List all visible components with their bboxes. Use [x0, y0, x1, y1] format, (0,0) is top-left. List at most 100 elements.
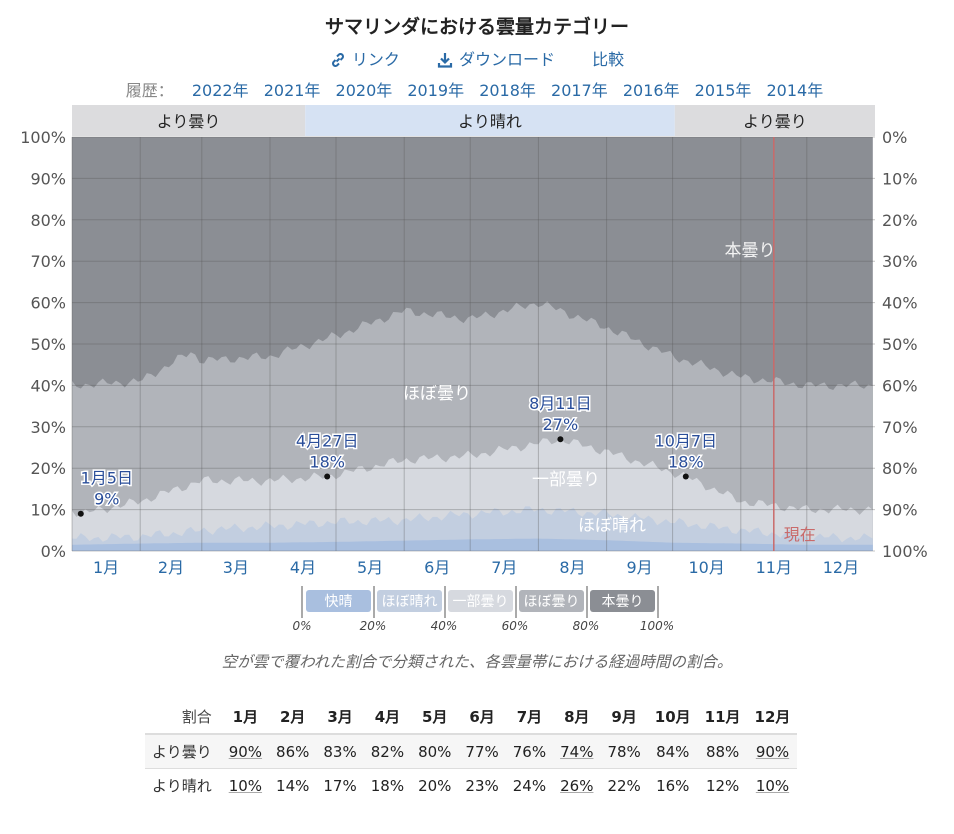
y-tick-left: 10% [30, 501, 66, 520]
y-tick-right: 90% [882, 501, 918, 520]
history-year-link[interactable]: 2020年 [335, 81, 393, 100]
band-label-mostly-cloudy: ほぼ曇り [403, 384, 471, 404]
legend-label: 本曇り [602, 594, 644, 610]
annotation-date: 10月7日 [655, 431, 718, 450]
legend-tick: 20% [360, 619, 387, 633]
season-band-label: より曇り [157, 112, 221, 131]
table-row: より曇り 90% 86% 83% 82% 80% 77% 76% 74% 78%… [145, 733, 798, 769]
legend-label: 快晴 [325, 594, 353, 610]
table-cell: 26% [553, 768, 601, 802]
y-tick-right: 60% [882, 376, 918, 395]
annotation-point [682, 473, 689, 480]
history-year-link[interactable]: 2016年 [622, 81, 680, 100]
x-tick-label: 9月 [627, 558, 653, 577]
band-label-mostly-clear: ほぼ晴れ [578, 516, 646, 536]
table-corner-label: 割合 [181, 708, 212, 726]
legend-swatch [377, 590, 442, 612]
table-cell: 78% [600, 733, 648, 769]
y-tick-right: 50% [882, 335, 918, 354]
band-label-overcast: 本曇り [725, 241, 776, 261]
y-tick-right: 30% [882, 252, 918, 271]
x-tick-label: 2月 [158, 558, 184, 577]
table-month-header: 12月 [754, 708, 791, 726]
history-year-link[interactable]: 2017年 [551, 81, 608, 100]
cloud-cover-chart: より曇り より晴れ より曇り 0% 10% 20% 30% 40% 50% 60% 70% 80% 90… [20, 105, 928, 633]
link-button[interactable]: リンク [330, 46, 400, 70]
history-year-link[interactable]: 2018年 [479, 81, 536, 100]
annotation-value: 9% [94, 490, 119, 509]
link-label: リンク [351, 50, 400, 69]
table-cell: 90% [221, 733, 270, 769]
table-cell: 80% [411, 733, 459, 769]
y-tick-left: 80% [30, 211, 66, 230]
table-cell: 88% [697, 733, 748, 769]
y-tick-right: 100% [882, 542, 928, 561]
annotation-point [77, 510, 84, 517]
y-tick-left: 50% [30, 335, 66, 354]
history-year-link[interactable]: 2014年 [766, 81, 824, 100]
history-year-link[interactable]: 2019年 [407, 81, 465, 100]
history-year-link[interactable]: 2022年 [191, 81, 249, 100]
history-year-link[interactable]: 2021年 [263, 81, 321, 100]
legend-tick: 80% [573, 619, 600, 633]
table-month-header: 10月 [654, 708, 691, 726]
table-cell: 23% [458, 768, 506, 802]
table-month-header: 4月 [374, 708, 401, 726]
now-label: 現在 [784, 525, 816, 544]
legend-label: ほぼ晴れ [382, 594, 438, 610]
table-row: より晴れ 10% 14% 17% 18% 20% 23% 24% 26% 22%… [145, 768, 798, 802]
download-button[interactable]: ダウンロード [437, 46, 555, 70]
season-band-label: より曇り [743, 112, 807, 131]
history-bar: 履歴： 2022年 2021年 2020年 2019年 2018年 2017年 … [0, 77, 954, 101]
y-tick-left: 20% [30, 459, 66, 478]
area-快晴 [72, 538, 873, 551]
x-tick-label: 8月 [559, 558, 585, 577]
table-cell: 20% [411, 768, 459, 802]
x-tick-label: 12月 [823, 558, 859, 577]
table-month-header: 1月 [232, 708, 259, 726]
x-tick-label: 7月 [491, 558, 517, 577]
summary-table: 割合 1月 2月 3月 4月 5月 6月 7月 8月 9月 10月 11月 12… [145, 700, 798, 802]
table-cell: 82% [363, 733, 412, 769]
x-tick-label: 4月 [290, 558, 316, 577]
table-cell: 12% [697, 768, 748, 802]
table-cell: 90% [747, 733, 798, 769]
annotation-point [557, 436, 564, 443]
table-month-header: 5月 [422, 708, 448, 726]
history-year-link[interactable]: 2015年 [694, 81, 752, 100]
legend-swatch [448, 590, 513, 612]
x-tick-label: 11月 [756, 558, 792, 577]
season-band [72, 105, 306, 136]
y-tick-right: 0% [882, 128, 907, 147]
annotation-value: 27% [543, 415, 579, 434]
legend-label: ほぼ曇り [524, 594, 580, 610]
y-tick-right: 80% [882, 459, 918, 478]
x-tick-label: 1月 [93, 558, 119, 577]
link-icon [331, 53, 344, 67]
annotation-value: 18% [309, 452, 345, 471]
y-tick-left: 30% [30, 418, 66, 437]
page-title: サマリンダにおける雲量カテゴリー [324, 16, 629, 38]
table-cell: 76% [505, 733, 554, 769]
y-tick-left: 70% [30, 252, 66, 271]
table-month-header: 2月 [280, 708, 306, 726]
area-ほぼ晴れ [72, 506, 873, 551]
legend-label: 一部曇り [453, 594, 509, 610]
table-cell: 10% [747, 768, 798, 802]
y-tick-right: 40% [882, 294, 918, 313]
table-month-header: 9月 [611, 708, 637, 726]
download-label: ダウンロード [458, 50, 555, 69]
y-tick-left: 90% [30, 169, 66, 188]
legend-tick: 0% [292, 619, 311, 633]
y-tick-right: 20% [882, 211, 918, 230]
table-cell: 22% [600, 768, 648, 802]
y-tick-right: 10% [882, 169, 918, 188]
legend-tick: 60% [502, 619, 529, 633]
action-bar: リンク ダウンロード 比較 [0, 46, 954, 70]
table-cell: 24% [505, 768, 554, 802]
y-tick-left: 40% [30, 376, 66, 395]
compare-button[interactable]: 比較 [592, 50, 625, 69]
annotation-value: 18% [668, 452, 704, 471]
y-tick-right: 70% [882, 418, 918, 437]
season-band-label: より晴れ [458, 112, 522, 131]
